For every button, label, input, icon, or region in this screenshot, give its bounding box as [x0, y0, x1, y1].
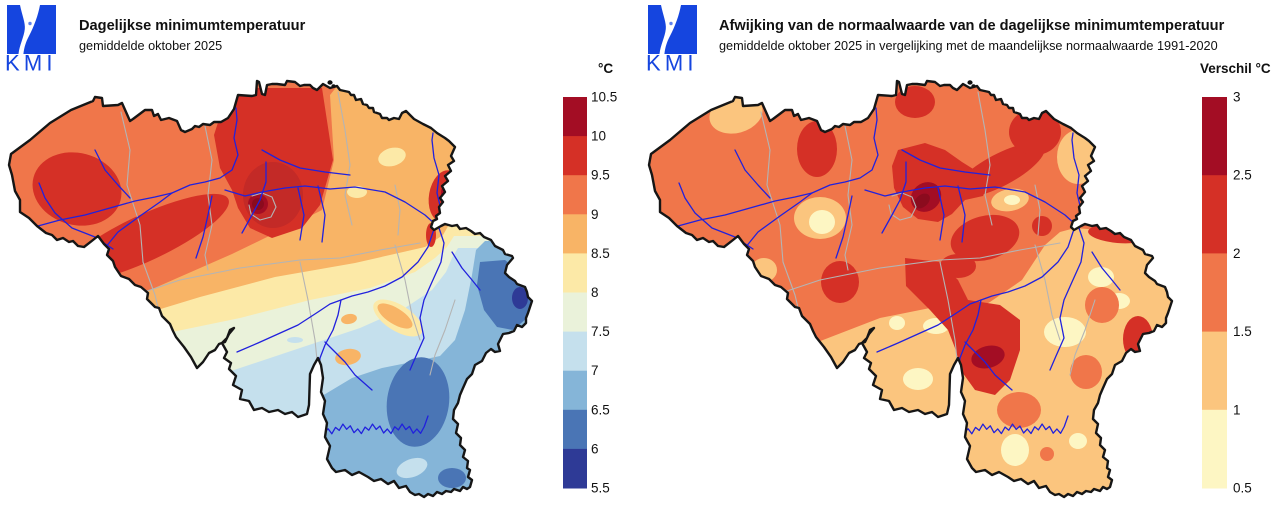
svg-text:°C: °C — [598, 61, 613, 76]
svg-text:0.5: 0.5 — [1233, 481, 1252, 496]
svg-text:10: 10 — [591, 129, 606, 144]
svg-text:Dagelijkse minimumtemperatuur: Dagelijkse minimumtemperatuur — [79, 18, 306, 34]
svg-text:gemiddelde oktober 2025: gemiddelde oktober 2025 — [79, 39, 222, 53]
svg-text:7: 7 — [591, 363, 599, 378]
svg-text:KMI: KMI — [5, 51, 57, 76]
svg-text:Afwijking van de normaalwaarde: Afwijking van de normaalwaarde van de da… — [719, 18, 1225, 34]
svg-text:9.5: 9.5 — [591, 168, 610, 183]
svg-text:6: 6 — [591, 441, 599, 456]
svg-text:1.5: 1.5 — [1233, 324, 1252, 339]
svg-text:2.5: 2.5 — [1233, 168, 1252, 183]
svg-text:5.5: 5.5 — [591, 481, 610, 496]
svg-text:8.5: 8.5 — [591, 246, 610, 261]
svg-text:8: 8 — [591, 285, 599, 300]
svg-text:1: 1 — [1233, 402, 1241, 417]
svg-text:gemiddelde oktober 2025 in ver: gemiddelde oktober 2025 in vergelijking … — [719, 39, 1218, 53]
svg-text:7.5: 7.5 — [591, 324, 610, 339]
svg-text:Verschil °C: Verschil °C — [1200, 61, 1271, 76]
svg-text:9: 9 — [591, 207, 599, 222]
svg-text:10.5: 10.5 — [591, 90, 617, 105]
svg-text:KMI: KMI — [646, 51, 698, 76]
svg-text:6.5: 6.5 — [591, 402, 610, 417]
svg-text:2: 2 — [1233, 246, 1241, 261]
svg-text:3: 3 — [1233, 90, 1241, 105]
